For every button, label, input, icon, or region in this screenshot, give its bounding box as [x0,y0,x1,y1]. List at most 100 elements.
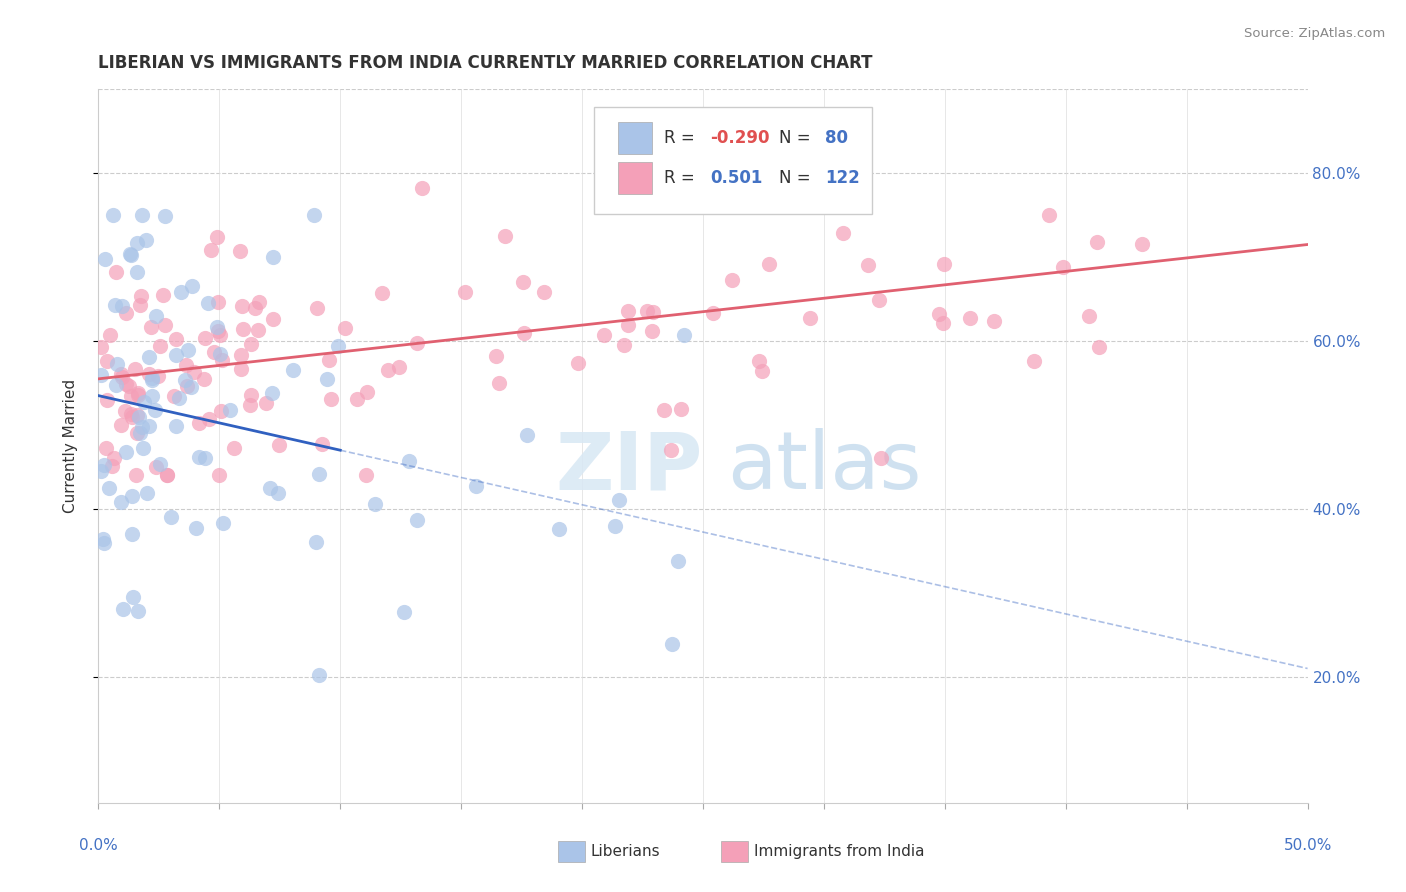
Point [211,353,233,368]
Point [143,403,166,417]
Text: N =: N = [779,128,815,146]
Point [748,354,770,368]
Point [239,398,262,412]
Point [90,340,112,354]
Point [209,404,232,418]
Point [114,306,136,320]
Point [112,602,135,616]
Point [316,372,339,386]
Point [122,590,145,604]
Point [661,637,683,651]
Point [193,372,215,386]
Point [94,441,117,455]
Point [266,485,288,500]
Point [98,327,121,342]
Point [318,352,340,367]
Point [134,233,156,247]
Point [120,388,142,402]
Point [494,229,516,244]
Point [454,285,477,299]
Point [388,359,411,374]
Point [110,418,132,433]
Point [90,464,112,478]
Point [149,457,172,471]
Point [96,393,118,408]
Point [406,336,429,351]
Point [208,347,231,361]
Point [165,348,187,362]
Point [229,362,252,376]
Point [406,513,429,527]
Point [205,230,228,244]
Point [636,303,658,318]
Text: 122: 122 [825,169,860,187]
Point [121,527,143,541]
Bar [721,840,748,862]
Point [121,489,143,503]
Point [153,210,176,224]
Point [127,388,149,402]
Point [485,350,508,364]
Point [141,319,163,334]
Point [125,265,148,279]
Point [1052,260,1074,275]
Point [101,208,124,222]
Point [983,314,1005,328]
Point [103,451,125,466]
Point [488,376,510,391]
Point [302,208,325,222]
Point [593,327,616,342]
Point [1085,235,1108,250]
Point [856,258,879,272]
Point [180,379,202,393]
Point [307,301,329,316]
Point [319,392,342,407]
Point [1088,340,1111,354]
Point [603,519,626,533]
Point [127,604,149,618]
Point [120,407,142,421]
Point [114,445,136,459]
Point [346,392,368,407]
Text: 50.0%: 50.0% [1284,838,1331,853]
Point [170,285,193,299]
Point [188,450,211,464]
Point [187,416,209,430]
Point [465,479,488,493]
Text: LIBERIAN VS IMMIGRANTS FROM INDIA CURRENTLY MARRIED CORRELATION CHART: LIBERIAN VS IMMIGRANTS FROM INDIA CURREN… [98,54,873,72]
Point [93,458,115,472]
Point [364,497,387,511]
Bar [619,162,652,194]
Point [129,425,152,440]
Point [141,370,163,384]
Point [1078,309,1101,323]
Point [107,357,129,371]
Point [93,536,115,550]
Text: 0.0%: 0.0% [79,838,118,853]
Point [101,459,124,474]
Point [156,468,179,483]
Point [308,467,330,481]
Point [259,482,281,496]
Point [262,312,284,326]
Point [200,243,222,257]
Point [281,363,304,377]
Point [156,468,179,483]
Point [138,367,160,381]
Point [533,285,555,300]
Point [165,332,187,346]
Text: 80: 80 [825,128,848,146]
Point [104,378,127,392]
Point [394,605,416,619]
Point [145,309,167,323]
Point [180,279,202,293]
Point [125,425,148,440]
Point [131,419,153,434]
Point [870,450,893,465]
Point [183,365,205,379]
Point [232,322,254,336]
Point [141,389,163,403]
Text: Source: ZipAtlas.com: Source: ZipAtlas.com [1244,27,1385,40]
Text: atlas: atlas [727,428,921,507]
Point [205,319,228,334]
